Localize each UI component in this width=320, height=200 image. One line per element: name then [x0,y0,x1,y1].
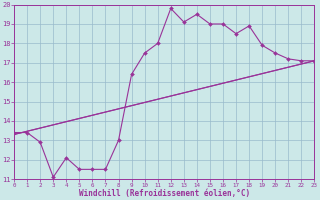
X-axis label: Windchill (Refroidissement éolien,°C): Windchill (Refroidissement éolien,°C) [79,189,250,198]
